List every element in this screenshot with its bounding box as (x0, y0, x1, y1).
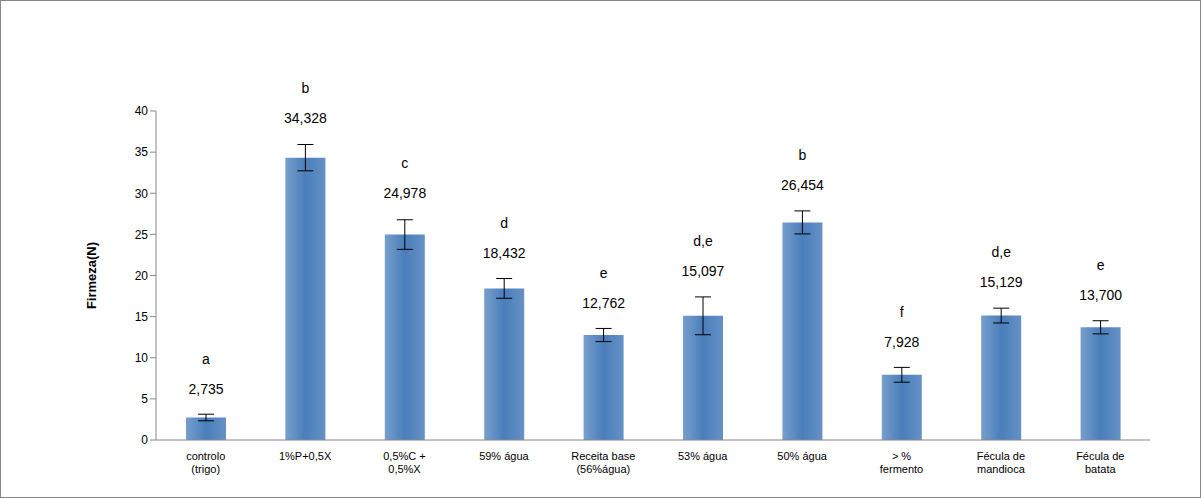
svg-text:40: 40 (135, 104, 149, 118)
svg-text:fermento: fermento (880, 463, 923, 475)
svg-text:mandioca: mandioca (977, 463, 1026, 475)
svg-text:13,700: 13,700 (1079, 287, 1122, 303)
svg-text:53% água: 53% água (678, 450, 728, 462)
svg-text:0: 0 (141, 433, 148, 447)
svg-text:30: 30 (135, 187, 149, 201)
svg-text:Fécula de: Fécula de (977, 450, 1025, 462)
svg-text:35: 35 (135, 145, 149, 159)
svg-text:20: 20 (135, 269, 149, 283)
svg-text:24,978: 24,978 (383, 185, 426, 201)
svg-text:batata: batata (1085, 463, 1116, 475)
svg-text:d,e: d,e (693, 233, 713, 249)
svg-text:15,129: 15,129 (980, 274, 1023, 290)
svg-text:> %: > % (892, 450, 911, 462)
svg-text:Receita base: Receita base (571, 450, 635, 462)
svg-text:15: 15 (135, 310, 149, 324)
svg-text:50% água: 50% água (777, 450, 827, 462)
svg-text:b: b (799, 147, 807, 163)
svg-text:Fécula de: Fécula de (1076, 450, 1124, 462)
svg-text:0,5%X: 0,5%X (388, 463, 421, 475)
svg-text:c: c (401, 155, 408, 171)
svg-text:(trigo): (trigo) (191, 463, 220, 475)
svg-text:25: 25 (135, 228, 149, 242)
svg-text:d: d (500, 215, 508, 231)
svg-text:Firmeza(N): Firmeza(N) (84, 242, 99, 309)
svg-text:(56%água): (56%água) (576, 463, 630, 475)
svg-text:34,328: 34,328 (284, 110, 327, 126)
svg-text:26,454: 26,454 (781, 177, 824, 193)
svg-text:1%P+0,5X: 1%P+0,5X (279, 450, 332, 462)
svg-text:f: f (900, 304, 904, 320)
svg-text:controlo: controlo (186, 450, 225, 462)
svg-text:59% água: 59% água (479, 450, 529, 462)
svg-text:d,e: d,e (991, 244, 1011, 260)
svg-text:10: 10 (135, 351, 149, 365)
svg-text:18,432: 18,432 (483, 245, 526, 261)
svg-text:a: a (202, 351, 210, 367)
svg-text:0,5%C +: 0,5%C + (383, 450, 426, 462)
svg-text:e: e (1097, 257, 1105, 273)
svg-text:15,097: 15,097 (682, 263, 725, 279)
svg-text:7,928: 7,928 (884, 334, 919, 350)
svg-text:5: 5 (141, 392, 148, 406)
svg-text:12,762: 12,762 (582, 295, 625, 311)
svg-text:b: b (302, 80, 310, 96)
svg-text:2,735: 2,735 (188, 381, 223, 397)
svg-text:e: e (600, 265, 608, 281)
